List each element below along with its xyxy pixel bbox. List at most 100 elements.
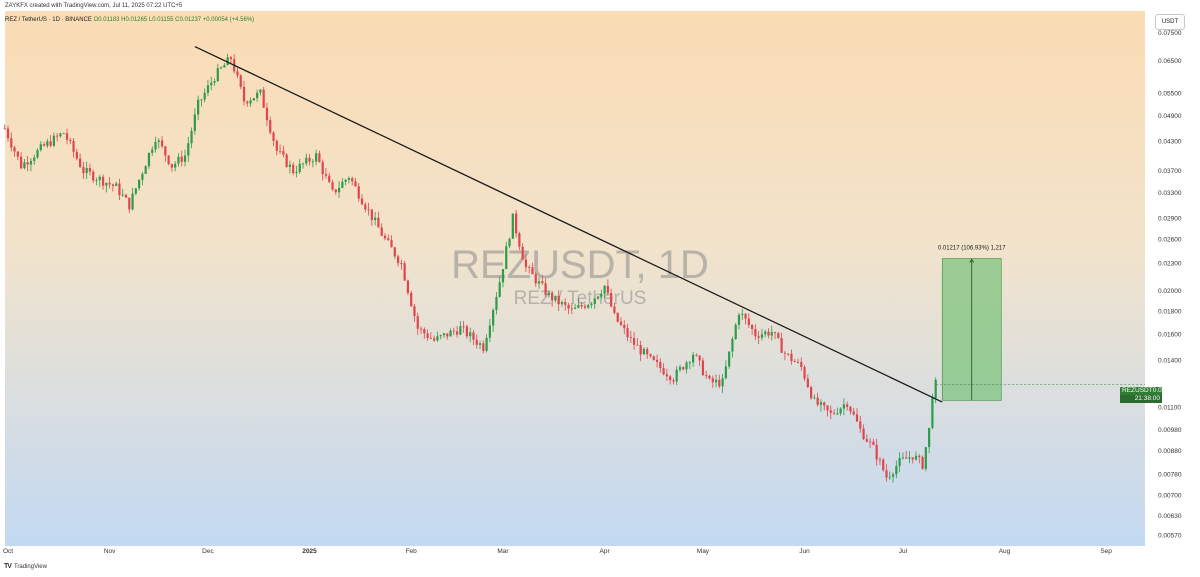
candle-body (108, 182, 111, 185)
candle-body (334, 189, 337, 193)
candle-body (596, 296, 600, 299)
candle-body (115, 183, 118, 186)
candle-body (675, 369, 678, 382)
candle-body (42, 144, 46, 146)
candle-body (642, 349, 646, 355)
x-tick-label: Sep (1100, 548, 1112, 555)
candle-body (298, 163, 301, 173)
candle-body (396, 256, 400, 264)
candle-body (406, 280, 410, 293)
candle-body (600, 293, 603, 297)
candle-body (95, 180, 98, 182)
candle-body (760, 334, 764, 338)
candle-body (492, 309, 495, 326)
candle-body (682, 367, 685, 370)
y-tick-label: 0.03300 (1158, 190, 1182, 197)
candle-body (390, 240, 393, 248)
candle-body (360, 198, 364, 205)
candle-body (446, 333, 449, 337)
candle-body (793, 361, 796, 362)
candle-body (167, 155, 170, 165)
candle-body (351, 178, 354, 182)
candle-body (570, 308, 573, 310)
x-tick-label: May (697, 548, 710, 555)
candle-body (531, 267, 534, 275)
candle-body (341, 181, 344, 188)
candle-body (921, 457, 924, 469)
candle-body (301, 163, 305, 165)
candle-body (875, 444, 878, 460)
candle-body (757, 336, 760, 338)
candle-body (242, 86, 246, 102)
y-tick-label: 0.00570 (1158, 532, 1182, 539)
candle-body (449, 330, 452, 337)
candle-body (118, 183, 121, 196)
candle-body (111, 184, 114, 186)
candle-body (728, 351, 731, 367)
candle-body (124, 194, 128, 198)
candle-body (197, 99, 200, 115)
candle-body (324, 174, 328, 176)
candle-body (708, 375, 711, 379)
candle-body (272, 132, 275, 141)
candle-body (13, 147, 16, 152)
candle-body (692, 354, 695, 363)
candle-body (295, 172, 298, 174)
candle-body (200, 99, 203, 101)
candle-body (610, 292, 613, 307)
candle-body (455, 331, 459, 335)
candle-body (285, 154, 288, 167)
candle-body (265, 107, 269, 121)
candle-body (472, 332, 475, 340)
candle-body (226, 57, 229, 66)
time-axis[interactable]: Oct Nov Dec 2025 Feb Mar Apr May Jun Jul Aug Sep (3, 548, 1112, 555)
y-tick-label: 0.01100 (1158, 404, 1181, 411)
candle-body (482, 343, 485, 351)
candle-body (819, 402, 823, 405)
candle-body (498, 282, 501, 297)
candle-body (59, 133, 62, 137)
candle-body (46, 141, 49, 146)
candle-body (144, 166, 147, 174)
candle-body (426, 333, 429, 338)
candle-body (846, 404, 849, 407)
candle-body (160, 140, 164, 147)
candle-body (147, 152, 151, 167)
candle-body (908, 457, 911, 459)
tradingview-brand: TV TradingView (4, 563, 47, 570)
y-tick-label: 0.05500 (1158, 91, 1182, 98)
ohlc-values: O0.01183 H0.01265 L0.01155 C0.01237 +0.0… (93, 17, 255, 23)
candle-body (269, 120, 272, 133)
candle-body (796, 361, 800, 363)
price-axis[interactable]: 0.07500 0.06500 0.05500 0.04900 0.04300 0.037… (1158, 30, 1182, 539)
y-tick-label: 0.02300 (1158, 261, 1182, 268)
candle-body (714, 379, 718, 383)
candle-body (315, 153, 318, 162)
x-tick-label: Aug (999, 548, 1011, 555)
candle-body (524, 259, 528, 268)
candle-body (616, 312, 619, 322)
candle-body (419, 328, 423, 330)
price-tag-countdown: 21:38:00 (1120, 395, 1162, 403)
candle-body (36, 150, 39, 158)
candle-body (898, 458, 901, 467)
candle-body (213, 81, 216, 83)
y-tick-label: 0.00700 (1158, 492, 1182, 499)
candle-body (924, 447, 927, 469)
candle-body (626, 328, 629, 338)
candle-body (321, 162, 324, 175)
candle-body (20, 156, 23, 169)
candle-body (475, 339, 478, 345)
candle-body (711, 378, 714, 383)
candle-body (613, 306, 616, 313)
x-tick-label: Apr (600, 548, 611, 555)
y-tick-label: 0.04300 (1158, 139, 1182, 146)
candle-body (495, 296, 498, 310)
candle-body (256, 92, 259, 99)
currency-button[interactable]: USDT (1155, 14, 1185, 30)
candle-body (223, 65, 226, 68)
candle-body (413, 306, 416, 317)
candle-body (436, 336, 439, 341)
candle-body (252, 98, 255, 101)
